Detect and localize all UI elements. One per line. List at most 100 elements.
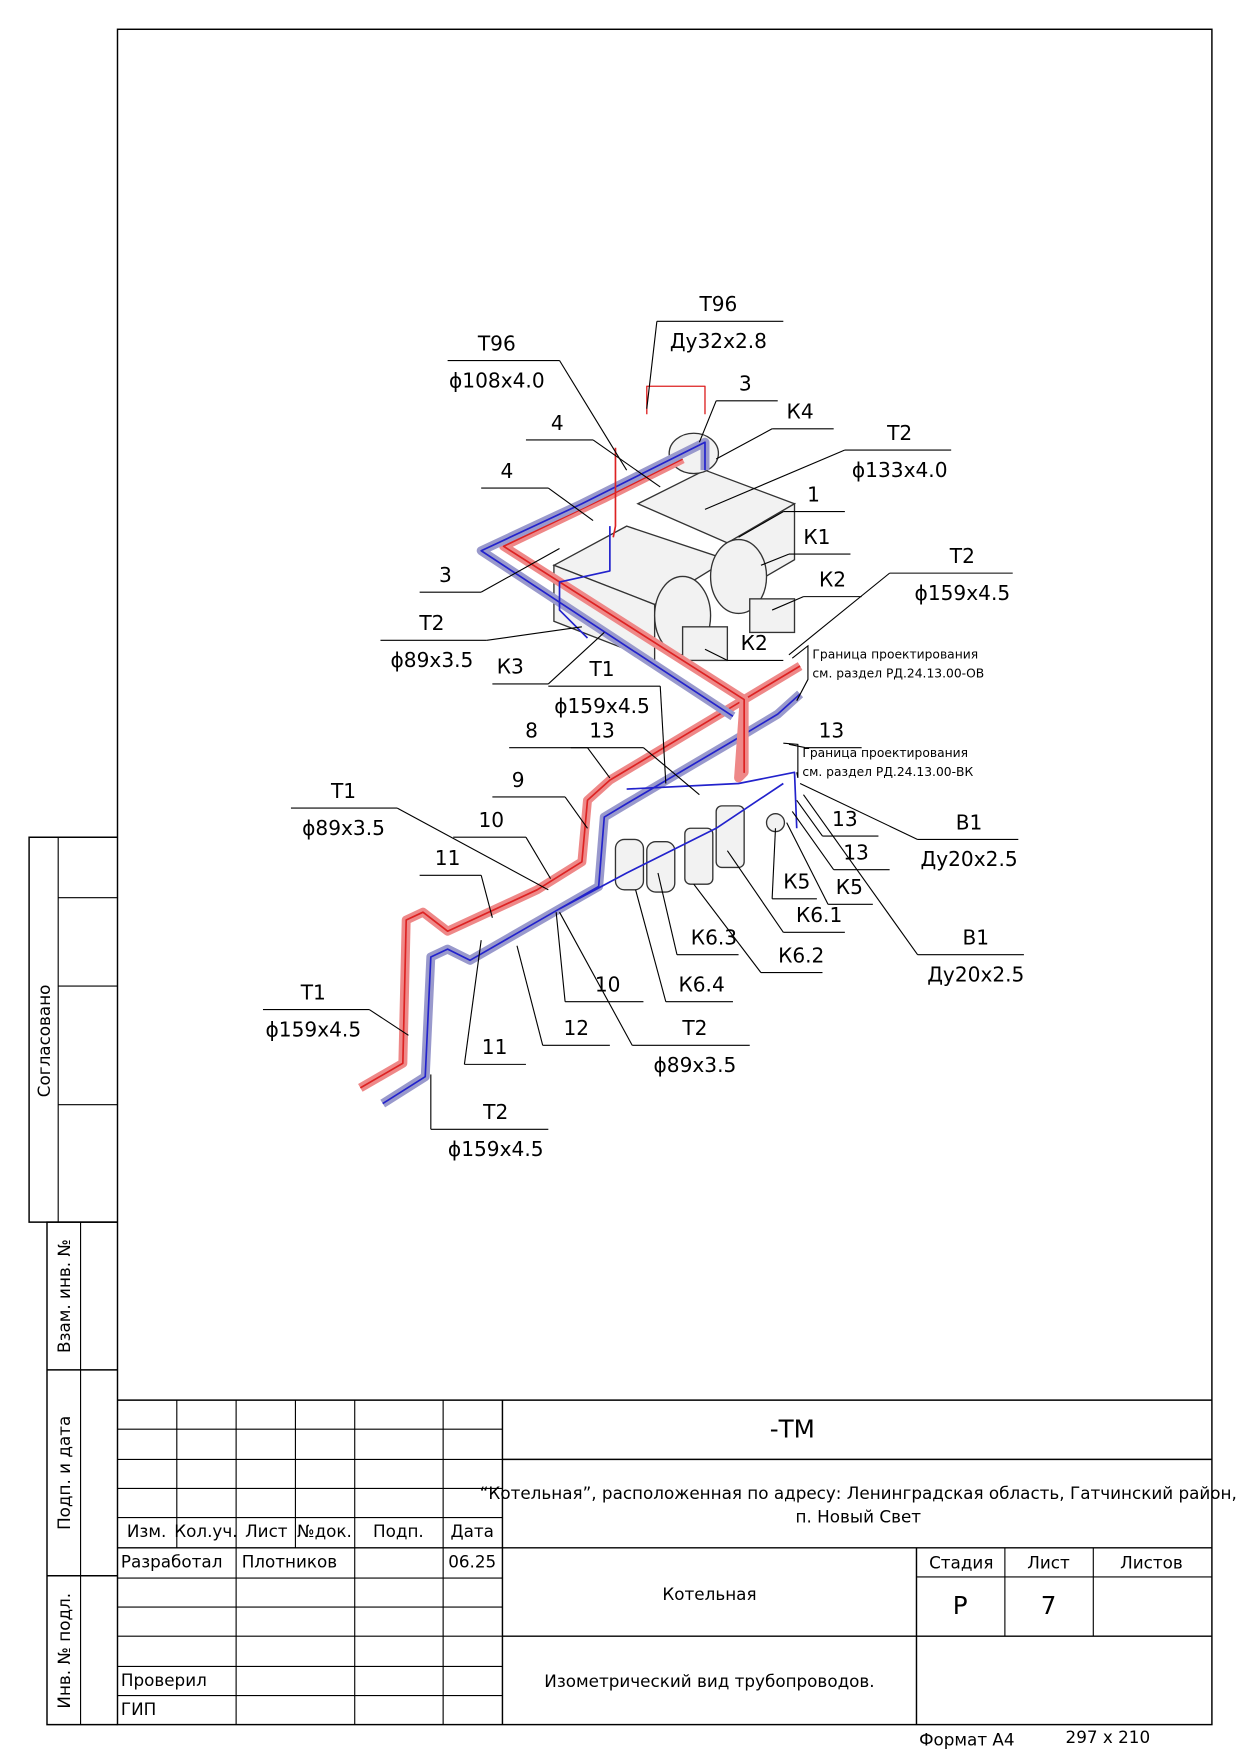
callouts: Т96 Ду32х2.8 Т96 ϕ108х4.0 3 К4 Т2 ϕ133х4.0 4 4 1 К1… xyxy=(262,292,1024,1161)
leader-line xyxy=(480,548,560,593)
leader-line xyxy=(564,796,588,829)
callout-spec: Ду20х2.5 xyxy=(920,847,1017,871)
callout-mark: В1 xyxy=(962,926,989,950)
column-header: №док. xyxy=(297,1521,352,1541)
leader-line xyxy=(516,945,544,1046)
callout-mark: К1 xyxy=(803,525,830,549)
leader-line xyxy=(796,799,823,837)
person: Плотников xyxy=(242,1551,337,1571)
stage: Р xyxy=(953,1591,968,1620)
callout-mark: К6.1 xyxy=(796,903,842,927)
callout-mark: К2 xyxy=(819,567,846,591)
callout-mark: К2 xyxy=(741,631,768,655)
role: Разработал xyxy=(121,1551,223,1571)
callout-mark: Т2 xyxy=(949,544,975,568)
date: 06.25 xyxy=(448,1551,496,1571)
pipes xyxy=(358,385,804,1108)
callout-spec: ϕ133х4.0 xyxy=(852,458,948,482)
callout-mark: 13 xyxy=(589,719,615,743)
stage-header: Стадия xyxy=(929,1552,993,1572)
leader-line xyxy=(771,828,777,899)
callout-mark: 11 xyxy=(435,846,461,870)
leader-line xyxy=(525,836,552,879)
callout-mark: Т96 xyxy=(698,292,737,316)
callout-spec: ϕ108х4.0 xyxy=(449,368,545,392)
role: ГИП xyxy=(121,1699,156,1719)
callout-spec: ϕ89х3.5 xyxy=(391,648,474,672)
callout-mark: Т1 xyxy=(330,779,356,803)
callout-spec: ϕ89х3.5 xyxy=(302,816,385,840)
callout-mark: 8 xyxy=(525,719,538,743)
callout-mark: 13 xyxy=(832,807,858,831)
boundary-note: Граница проектирования xyxy=(802,746,968,760)
callout-mark: К3 xyxy=(497,655,524,679)
leader-line xyxy=(657,872,678,955)
callout-mark: 9 xyxy=(512,768,525,792)
callout-mark: К6.4 xyxy=(678,973,724,997)
callout-mark: 13 xyxy=(843,841,869,865)
side-labels: Согласовано Взам. инв. № Подп. и дата Ин… xyxy=(34,985,74,1709)
side-label: Подп. и дата xyxy=(54,1416,74,1530)
callout-spec: ϕ159х4.5 xyxy=(266,1017,362,1041)
leader-line xyxy=(643,747,700,796)
sheets-header: Листов xyxy=(1120,1552,1183,1572)
callout-mark: 10 xyxy=(478,808,504,832)
project-line: п. Новый Свет xyxy=(796,1507,922,1527)
column-header: Кол.уч. xyxy=(174,1521,237,1541)
callout-spec: ϕ159х4.5 xyxy=(915,581,1011,605)
side-label: Взам. инв. № xyxy=(54,1239,74,1353)
callout-mark: К5 xyxy=(783,870,810,894)
side-label: Инв. № подл. xyxy=(54,1593,74,1709)
column-header: Дата xyxy=(451,1521,494,1541)
leader-line xyxy=(698,400,717,443)
leader-line xyxy=(555,912,566,1002)
building: Котельная xyxy=(662,1584,756,1604)
callout-mark: 12 xyxy=(563,1016,589,1040)
equipment xyxy=(552,432,797,893)
leader-line xyxy=(646,321,658,409)
side-label: Согласовано xyxy=(34,985,54,1098)
leader-line xyxy=(587,747,611,779)
callout-mark: Т2 xyxy=(482,1100,508,1124)
callout-spec: Ду32х2.8 xyxy=(670,329,767,353)
callout-mark: Т1 xyxy=(588,657,614,681)
callout-mark: Т96 xyxy=(477,331,516,355)
leader-line xyxy=(738,511,784,538)
callout-spec: ϕ159х4.5 xyxy=(448,1137,544,1161)
boundary-note: см. раздел РД.24.13.00-ОВ xyxy=(812,666,984,680)
callout-mark: 11 xyxy=(482,1035,508,1059)
callout-mark: Т1 xyxy=(300,980,326,1004)
leader-line xyxy=(368,1009,409,1036)
leader-line xyxy=(635,889,667,1002)
leader-line xyxy=(715,428,773,460)
title-block: Изм. Кол.уч. Лист №док. Подп. Дата Разра… xyxy=(121,1414,1237,1749)
leader-line xyxy=(693,883,762,973)
boundary-arrow xyxy=(783,742,799,779)
leader-line xyxy=(726,850,784,933)
project-line: “Котельная”, расположенная по адресу: Ле… xyxy=(480,1483,1237,1503)
leader-line xyxy=(592,439,661,488)
leader-line xyxy=(771,596,804,611)
leader-line xyxy=(760,553,790,566)
leader-line xyxy=(547,487,594,521)
leader-line xyxy=(480,875,493,918)
callout-mark: 4 xyxy=(551,411,564,435)
leader-line xyxy=(791,811,835,870)
callout-mark: Т2 xyxy=(681,1016,707,1040)
boundary-note: Граница проектирования xyxy=(812,647,978,661)
callout-spec: ϕ159х4.5 xyxy=(554,694,650,718)
leader-line xyxy=(786,822,829,905)
callout-mark: К5 xyxy=(836,875,863,899)
callout-mark: Т2 xyxy=(418,611,444,635)
callout-mark: 3 xyxy=(739,372,752,396)
callout-mark: 4 xyxy=(501,459,514,483)
leader-line xyxy=(559,360,628,471)
leader-line xyxy=(799,782,918,840)
callout-spec: Ду20х2.5 xyxy=(927,962,1024,986)
leader-line xyxy=(788,572,890,656)
document-code: -ТМ xyxy=(770,1414,815,1443)
leader-line xyxy=(704,648,728,661)
callout-mark: Т2 xyxy=(886,421,912,445)
leader-line xyxy=(463,940,482,1065)
